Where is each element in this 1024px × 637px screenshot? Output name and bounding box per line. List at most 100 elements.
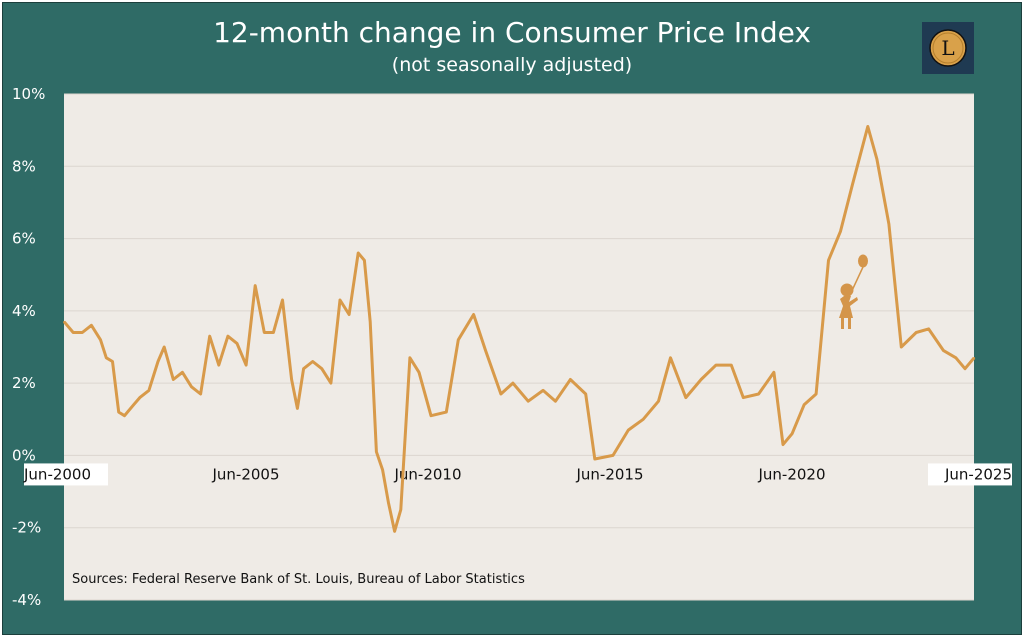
data-point — [381, 469, 384, 471]
data-point — [851, 183, 854, 186]
data-point — [400, 508, 402, 511]
data-point — [827, 259, 830, 262]
data-point — [527, 400, 529, 403]
data-point — [569, 378, 572, 381]
x-tick-label: Jun-2005 — [211, 465, 279, 483]
data-point — [815, 393, 817, 395]
data-point — [472, 313, 475, 316]
data-point — [445, 411, 448, 413]
data-point — [867, 125, 869, 128]
data-point — [839, 230, 842, 233]
data-point — [554, 400, 557, 403]
data-point — [742, 396, 745, 399]
data-point — [375, 451, 378, 453]
data-point — [245, 364, 247, 366]
x-tick-label: Jun-2025 — [944, 465, 1012, 483]
x-tick-bg — [24, 463, 108, 486]
data-point — [111, 360, 114, 363]
y-tick-label: 10% — [12, 85, 45, 103]
data-point — [500, 393, 502, 395]
data-point — [642, 418, 644, 421]
data-point — [876, 158, 878, 160]
y-tick-label: 6% — [12, 230, 36, 248]
data-point — [296, 407, 299, 410]
y-tick-label: 8% — [12, 157, 36, 175]
data-point — [669, 357, 672, 359]
data-point — [730, 364, 733, 366]
data-point — [105, 357, 108, 359]
data-point — [302, 367, 305, 370]
data-point — [942, 349, 945, 352]
x-tick-label: Jun-2015 — [575, 465, 643, 483]
data-point — [208, 335, 211, 338]
data-point — [90, 324, 93, 327]
data-point — [700, 378, 702, 381]
data-point — [915, 331, 917, 334]
chart-subtitle: (not seasonally adjusted) — [391, 54, 633, 76]
data-point — [157, 360, 159, 363]
data-point — [190, 386, 193, 388]
data-point — [888, 223, 890, 225]
data-point — [148, 389, 150, 392]
data-point — [123, 414, 126, 417]
data-point — [430, 414, 432, 417]
data-point — [512, 382, 514, 384]
logo-letter: L — [941, 36, 954, 60]
data-point — [584, 393, 587, 395]
data-point — [393, 530, 396, 533]
data-point — [685, 396, 687, 399]
data-point — [542, 389, 544, 392]
plot-area — [64, 94, 974, 600]
x-tick-label: Jun-2000 — [23, 465, 91, 483]
data-point — [409, 357, 411, 359]
series-group — [62, 125, 976, 533]
data-point — [281, 299, 284, 301]
data-point — [263, 331, 266, 334]
data-point — [773, 371, 775, 374]
data-point — [99, 339, 102, 341]
data-point — [900, 346, 903, 348]
data-point — [715, 364, 717, 366]
data-point — [418, 371, 420, 374]
data-point — [272, 331, 275, 334]
data-point — [627, 429, 630, 431]
y-tick-label: 4% — [12, 302, 36, 320]
y-tick-label: -2% — [12, 519, 41, 537]
y-axis-ticks: 10% 8% 6% 4% 2% 0% -2% -4% — [12, 85, 45, 609]
data-point — [363, 259, 366, 262]
data-point — [290, 378, 293, 381]
data-point — [757, 393, 760, 395]
data-point — [199, 393, 202, 395]
data-point — [254, 284, 256, 287]
data-point — [348, 313, 350, 316]
data-point — [964, 367, 966, 370]
x-tick-label: Jun-2020 — [757, 465, 825, 483]
y-tick-label: 0% — [12, 446, 36, 464]
data-point — [311, 360, 314, 363]
data-point — [163, 346, 165, 348]
data-point — [181, 371, 184, 374]
source-note: Sources: Federal Reserve Bank of St. Lou… — [72, 572, 525, 587]
x-tick-bg — [928, 463, 1012, 486]
data-point — [339, 299, 341, 301]
data-point — [63, 320, 65, 323]
data-point — [955, 357, 957, 359]
data-point — [227, 335, 229, 338]
data-point — [172, 378, 175, 381]
data-point — [117, 411, 120, 413]
data-point — [387, 501, 390, 504]
data-point — [457, 339, 460, 341]
data-point — [803, 404, 805, 406]
data-point — [612, 454, 614, 457]
data-point — [132, 404, 135, 406]
data-point — [657, 400, 660, 403]
x-axis-ticks: Jun-2000 Jun-2005 Jun-2010 Jun-2015 Jun-2020… — [23, 463, 1012, 486]
data-point — [236, 342, 238, 345]
x-tick-label: Jun-2010 — [393, 465, 461, 483]
data-point — [357, 252, 360, 254]
data-point — [330, 382, 332, 384]
data-point — [927, 328, 930, 330]
data-point — [321, 367, 323, 370]
data-point — [791, 432, 793, 435]
